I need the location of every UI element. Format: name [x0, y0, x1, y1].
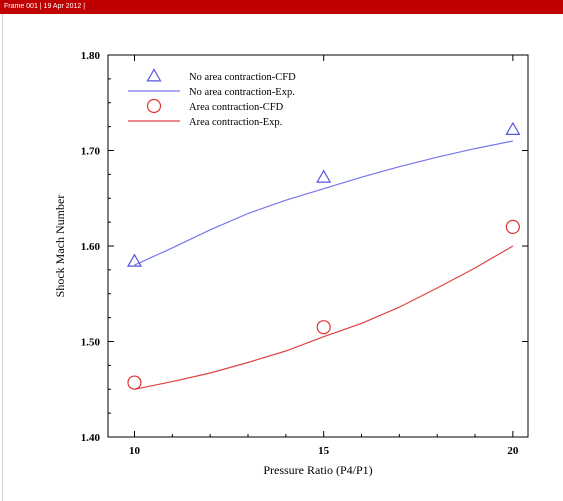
x-tick-label: 10	[129, 445, 141, 457]
legend-marker-triangle	[146, 68, 162, 82]
data-point-circle	[127, 375, 142, 390]
legend-label: Area contraction-CFD	[189, 102, 284, 113]
x-tick-label: 15	[318, 445, 330, 457]
frame-header-bar: Frame 001 | 19 Apr 2012 |	[0, 0, 563, 14]
plot-frame	[107, 54, 529, 438]
y-tick-label: 1.80	[81, 50, 101, 62]
frame-label: Frame 001 | 19 Apr 2012 |	[4, 3, 86, 10]
y-tick-label: 1.60	[81, 241, 101, 253]
data-point-circle	[505, 219, 520, 234]
legend-label: Area contraction-Exp.	[189, 117, 282, 128]
y-tick-label: 1.70	[81, 146, 101, 158]
y-tick-label: 1.40	[81, 432, 101, 444]
legend: No area contraction-CFD No area contracti…	[128, 68, 296, 128]
series-line-1	[134, 140, 514, 266]
data-point-triangle	[316, 169, 332, 183]
data-point-triangle	[505, 121, 521, 135]
y-tick-label: 1.50	[81, 337, 101, 349]
axis-ticks: 1.40 1.50 1.60 1.70 1.80 10 15 20	[81, 50, 528, 457]
data-point-triangle	[126, 253, 143, 267]
legend-label: No area contraction-Exp.	[189, 87, 295, 98]
legend-label: No area contraction-CFD	[189, 72, 296, 83]
x-axis-title: Pressure Ratio (P4/P1)	[263, 463, 372, 477]
series-lines	[134, 140, 514, 390]
y-axis-title: Shock Mach Number	[53, 195, 67, 298]
legend-marker-circle	[146, 98, 162, 114]
series-line-3	[134, 245, 514, 390]
x-tick-label: 20	[507, 445, 519, 457]
data-point-circle	[316, 320, 331, 335]
page-left-rule	[2, 14, 3, 501]
series-markers	[126, 121, 521, 390]
